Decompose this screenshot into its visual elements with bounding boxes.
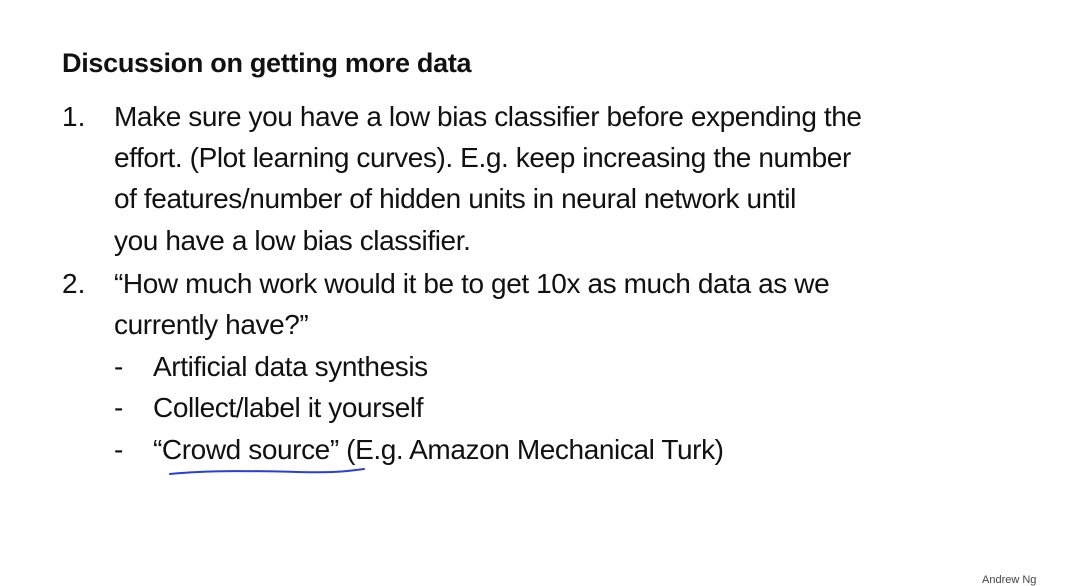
bullet-3-marker: - <box>114 434 124 465</box>
author-credit: Andrew Ng <box>982 574 1037 586</box>
bullet-3-text: “Crowd source” (E.g. Amazon Mechanical T… <box>153 434 724 465</box>
item-2-number: 2. <box>62 268 86 299</box>
item-1-line-2: effort. (Plot learning curves). E.g. kee… <box>114 142 851 173</box>
bullet-1-marker: - <box>114 351 124 382</box>
item-2-line-2: currently have?” <box>114 309 309 340</box>
item-1-number: 1. <box>62 101 86 132</box>
item-1-line-3: of features/number of hidden units in ne… <box>114 183 796 214</box>
item-1-line-1: Make sure you have a low bias classifier… <box>114 101 862 132</box>
bullet-1-text: Artificial data synthesis <box>153 351 428 382</box>
item-2-line-1: “How much work would it be to get 10x as… <box>114 268 830 299</box>
item-1-line-4: you have a low bias classifier. <box>114 225 471 256</box>
bullet-2-text: Collect/label it yourself <box>153 392 424 423</box>
bullet-2-marker: - <box>114 392 124 423</box>
slide-title: Discussion on getting more data <box>62 48 472 78</box>
handwritten-underline <box>169 468 365 475</box>
